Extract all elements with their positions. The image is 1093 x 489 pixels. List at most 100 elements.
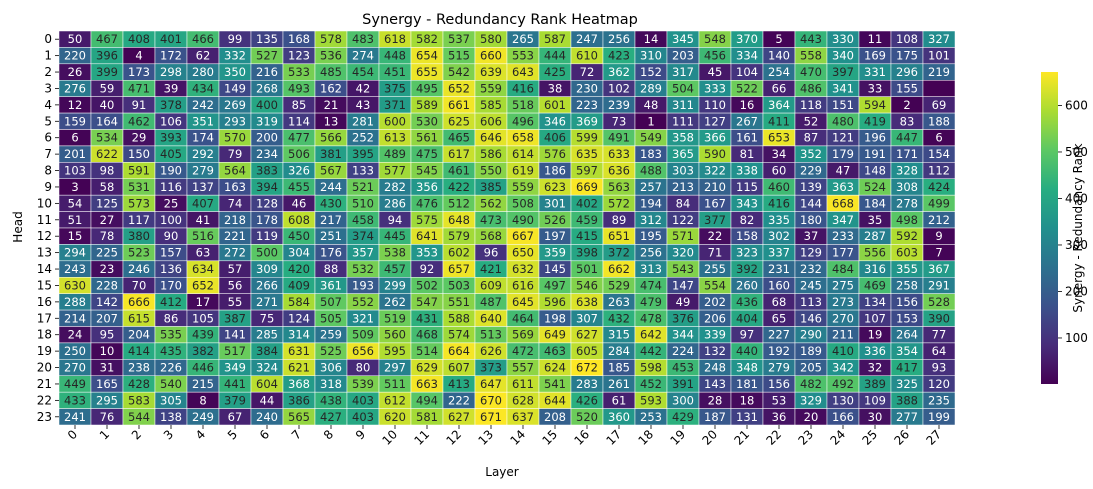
- cell-value: 323: [736, 246, 758, 260]
- cell-value: 350: [224, 65, 246, 79]
- cell-value: 146: [800, 311, 822, 325]
- cell-value: 91: [132, 98, 147, 112]
- cell-value: 663: [416, 377, 438, 391]
- cell-value: 272: [224, 246, 246, 260]
- y-tick-label: 20: [37, 361, 52, 375]
- cell-value: 378: [160, 98, 182, 112]
- cell-value: 322: [704, 164, 726, 178]
- cell-value: 648: [448, 213, 470, 227]
- cell-value: 579: [448, 229, 470, 243]
- cell-value: 652: [448, 81, 470, 95]
- cell-value: 424: [928, 180, 950, 194]
- cell-value: 419: [864, 114, 886, 128]
- cell-value: 19: [868, 328, 883, 342]
- cell-value: 304: [288, 246, 310, 260]
- cell-value: 403: [352, 393, 374, 407]
- cell-value: 158: [736, 229, 758, 243]
- cell-value: 179: [832, 147, 854, 161]
- cell-value: 260: [736, 278, 758, 292]
- colorbar-tick-label: 600: [1065, 98, 1088, 112]
- cell-value: 1: [647, 114, 654, 128]
- cell-value: 198: [544, 311, 566, 325]
- cell-value: 602: [448, 246, 470, 260]
- y-tick-label: 17: [37, 311, 52, 325]
- cell-value: 298: [160, 65, 182, 79]
- cell-value: 307: [576, 311, 598, 325]
- cell-value: 565: [288, 410, 310, 424]
- cell-value: 657: [448, 262, 470, 276]
- cell-value: 234: [256, 147, 278, 161]
- cell-value: 81: [740, 147, 755, 161]
- cell-value: 329: [800, 393, 822, 407]
- cell-value: 244: [320, 180, 342, 194]
- cell-value: 672: [576, 361, 598, 375]
- cell-value: 656: [352, 344, 374, 358]
- cell-value: 523: [128, 246, 150, 260]
- cell-value: 258: [896, 278, 918, 292]
- cell-value: 76: [100, 410, 115, 424]
- cell-value: 104: [736, 65, 758, 79]
- cell-value: 222: [448, 393, 470, 407]
- cell-value: 519: [384, 311, 406, 325]
- cell-value: 17: [196, 295, 211, 309]
- cell-value: 641: [416, 229, 438, 243]
- cell-value: 496: [512, 114, 534, 128]
- cell-value: 520: [576, 410, 598, 424]
- x-tick-label: 10: [379, 427, 400, 448]
- cell-value: 233: [832, 229, 854, 243]
- cell-value: 447: [896, 131, 918, 145]
- cell-value: 442: [640, 344, 662, 358]
- cell-value: 98: [100, 164, 115, 178]
- cell-value: 640: [480, 311, 502, 325]
- cell-value: 284: [608, 344, 630, 358]
- cell-value: 97: [740, 328, 755, 342]
- cell-value: 325: [896, 377, 918, 391]
- cell-value: 115: [736, 180, 758, 194]
- cell-value: 12: [68, 98, 83, 112]
- cell-value: 54: [68, 196, 83, 210]
- cell-value: 288: [64, 295, 86, 309]
- cell-value: 584: [288, 295, 310, 309]
- cell-value: 364: [768, 98, 790, 112]
- cell-value: 121: [832, 131, 854, 145]
- cell-value: 386: [288, 393, 310, 407]
- cell-value: 187: [704, 410, 726, 424]
- cell-value: 299: [384, 278, 406, 292]
- cell-value: 606: [480, 114, 502, 128]
- cell-value: 331: [864, 65, 886, 79]
- cell-value: 593: [640, 393, 662, 407]
- x-tick-label: 16: [571, 427, 592, 448]
- y-tick-label: 5: [44, 114, 52, 128]
- cell-value: 319: [256, 114, 278, 128]
- cell-value: 16: [740, 98, 755, 112]
- cell-value: 114: [288, 114, 310, 128]
- cell-value: 604: [256, 377, 278, 391]
- cell-value: 170: [160, 278, 182, 292]
- cell-value: 407: [192, 196, 214, 210]
- cell-value: 191: [864, 147, 886, 161]
- cell-value: 83: [900, 114, 915, 128]
- cell-value: 87: [804, 131, 819, 145]
- x-tick-label: 11: [411, 427, 432, 448]
- cell-value: 477: [288, 131, 310, 145]
- cell-value: 220: [64, 49, 86, 63]
- cell-value: 88: [324, 262, 339, 276]
- cell-value: 269: [224, 98, 246, 112]
- cell-value: 629: [416, 361, 438, 375]
- cell-value: 229: [800, 164, 822, 178]
- cell-value: 84: [676, 196, 691, 210]
- cell-value: 140: [768, 49, 790, 63]
- cell-value: 370: [736, 32, 758, 46]
- cell-value: 154: [928, 147, 950, 161]
- cell-value: 474: [640, 278, 662, 292]
- cell-value: 185: [608, 361, 630, 375]
- cell-value: 68: [772, 295, 787, 309]
- colorbar-tick-label: 300: [1065, 238, 1088, 252]
- cell-value: 349: [224, 361, 246, 375]
- cell-value: 199: [928, 410, 950, 424]
- cell-value: 207: [96, 311, 118, 325]
- cell-value: 338: [736, 164, 758, 178]
- cell-value: 149: [224, 81, 246, 95]
- cell-value: 360: [608, 410, 630, 424]
- cell-value: 504: [672, 81, 694, 95]
